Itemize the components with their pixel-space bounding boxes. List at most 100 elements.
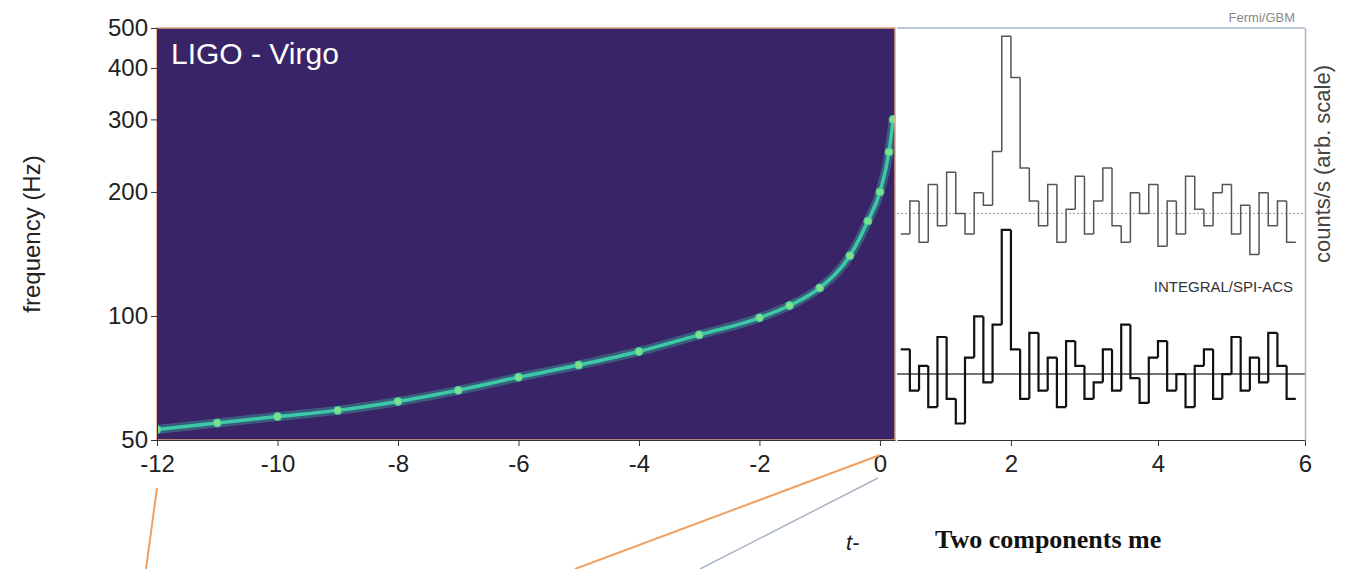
histogram-step	[1057, 185, 1066, 243]
histogram-step	[910, 201, 919, 234]
histogram-step	[1222, 185, 1231, 193]
tick-label: 2	[1005, 450, 1018, 477]
chirp-point	[454, 386, 462, 394]
histogram-step	[1287, 366, 1296, 399]
histogram-step	[1002, 230, 1011, 325]
tick: 2	[1005, 440, 1018, 477]
histogram-step	[1103, 168, 1112, 201]
histogram-step	[1121, 226, 1130, 242]
histogram-step	[1204, 349, 1213, 365]
axis: 246	[898, 440, 1313, 477]
histogram-step	[1140, 193, 1149, 214]
histogram-step	[974, 316, 983, 357]
chirp-line	[157, 119, 893, 429]
tick-label: -2	[749, 450, 770, 477]
tick-mark	[1011, 440, 1012, 446]
histogram-step	[1084, 176, 1093, 234]
histogram-step	[1075, 176, 1084, 209]
chirp-point	[885, 148, 893, 156]
tick-mark	[277, 440, 278, 446]
tick: 300	[108, 106, 157, 133]
tick-mark	[151, 192, 157, 193]
histogram-step	[1011, 230, 1020, 349]
series-label: Fermi/GBM	[1229, 10, 1295, 25]
tick: -6	[508, 440, 529, 477]
histogram-step	[1167, 341, 1176, 390]
chirp-point	[514, 373, 522, 381]
histogram-step	[1020, 77, 1029, 168]
histogram-step	[1130, 193, 1139, 242]
histogram-step	[1011, 36, 1020, 77]
y-axis-title: frequency (Hz)	[18, 155, 45, 312]
histogram-step	[919, 201, 928, 242]
chirp-point	[755, 314, 763, 322]
histogram-step	[974, 193, 983, 234]
tick-label: 500	[108, 14, 148, 41]
histogram-step	[1250, 358, 1259, 391]
histogram-step	[928, 185, 937, 243]
tick-label: 50	[121, 426, 148, 453]
tick: 400	[108, 54, 157, 81]
zoom-line	[146, 488, 157, 569]
histogram-step	[965, 213, 974, 234]
histogram-step	[1029, 168, 1038, 201]
histogram-step	[983, 193, 992, 205]
tick-label: 200	[108, 178, 148, 205]
tick: 500	[108, 14, 157, 41]
chirp-point	[695, 331, 703, 339]
tick-label: 100	[108, 302, 148, 329]
tick-label: -4	[629, 450, 650, 477]
histogram-step	[1094, 382, 1103, 398]
chirp-point	[635, 347, 643, 355]
histogram-step	[1048, 185, 1057, 226]
histogram-step	[1277, 201, 1286, 226]
histogram-step	[1186, 374, 1195, 407]
chirp-glow	[157, 119, 893, 429]
plot-area	[157, 115, 895, 433]
tick-mark	[518, 440, 519, 446]
chirp-point	[213, 419, 221, 427]
histogram-step	[1039, 333, 1048, 391]
tick-mark	[151, 28, 157, 29]
histogram-step	[1195, 366, 1204, 407]
histogram-step	[1287, 201, 1296, 242]
series-label: INTEGRAL/SPI-ACS	[1154, 278, 1293, 295]
histogram-step	[1176, 374, 1185, 390]
histogram-step	[1112, 349, 1121, 390]
histogram-step	[910, 349, 919, 390]
tick-label: -6	[508, 450, 529, 477]
tick-mark	[151, 316, 157, 317]
tick-mark	[151, 119, 157, 120]
plot-frame	[157, 28, 895, 440]
chirp-point	[889, 115, 895, 123]
histogram-step	[1241, 205, 1250, 234]
histogram-step	[1158, 185, 1167, 247]
histogram-step	[1140, 378, 1149, 403]
histogram-step	[1204, 209, 1213, 225]
histogram-step	[1231, 337, 1240, 374]
histogram-step	[1268, 193, 1277, 226]
zoom-line	[575, 455, 880, 569]
tick-mark	[1158, 440, 1159, 446]
axis-line	[157, 29, 158, 441]
plot-area	[897, 36, 1305, 423]
tick-mark	[157, 440, 158, 446]
axis-line	[1305, 29, 1307, 441]
histogram-step	[956, 172, 965, 213]
histogram-step	[1259, 193, 1268, 255]
histogram-step	[1084, 366, 1093, 399]
histogram-step	[1250, 205, 1259, 254]
histogram-step	[1039, 201, 1048, 226]
tick-label: -8	[388, 450, 409, 477]
tick-label: 0	[874, 450, 887, 477]
histogram-step	[1167, 201, 1176, 246]
histogram-step	[1186, 176, 1195, 234]
x-axis-title: t-	[846, 530, 859, 555]
histogram-step	[1020, 349, 1029, 398]
chirp-point	[864, 217, 872, 225]
chirp-point	[816, 284, 824, 292]
tick-mark	[151, 68, 157, 69]
histogram-step	[947, 172, 956, 226]
zoom-line	[700, 478, 878, 569]
chirp-point	[334, 406, 342, 414]
